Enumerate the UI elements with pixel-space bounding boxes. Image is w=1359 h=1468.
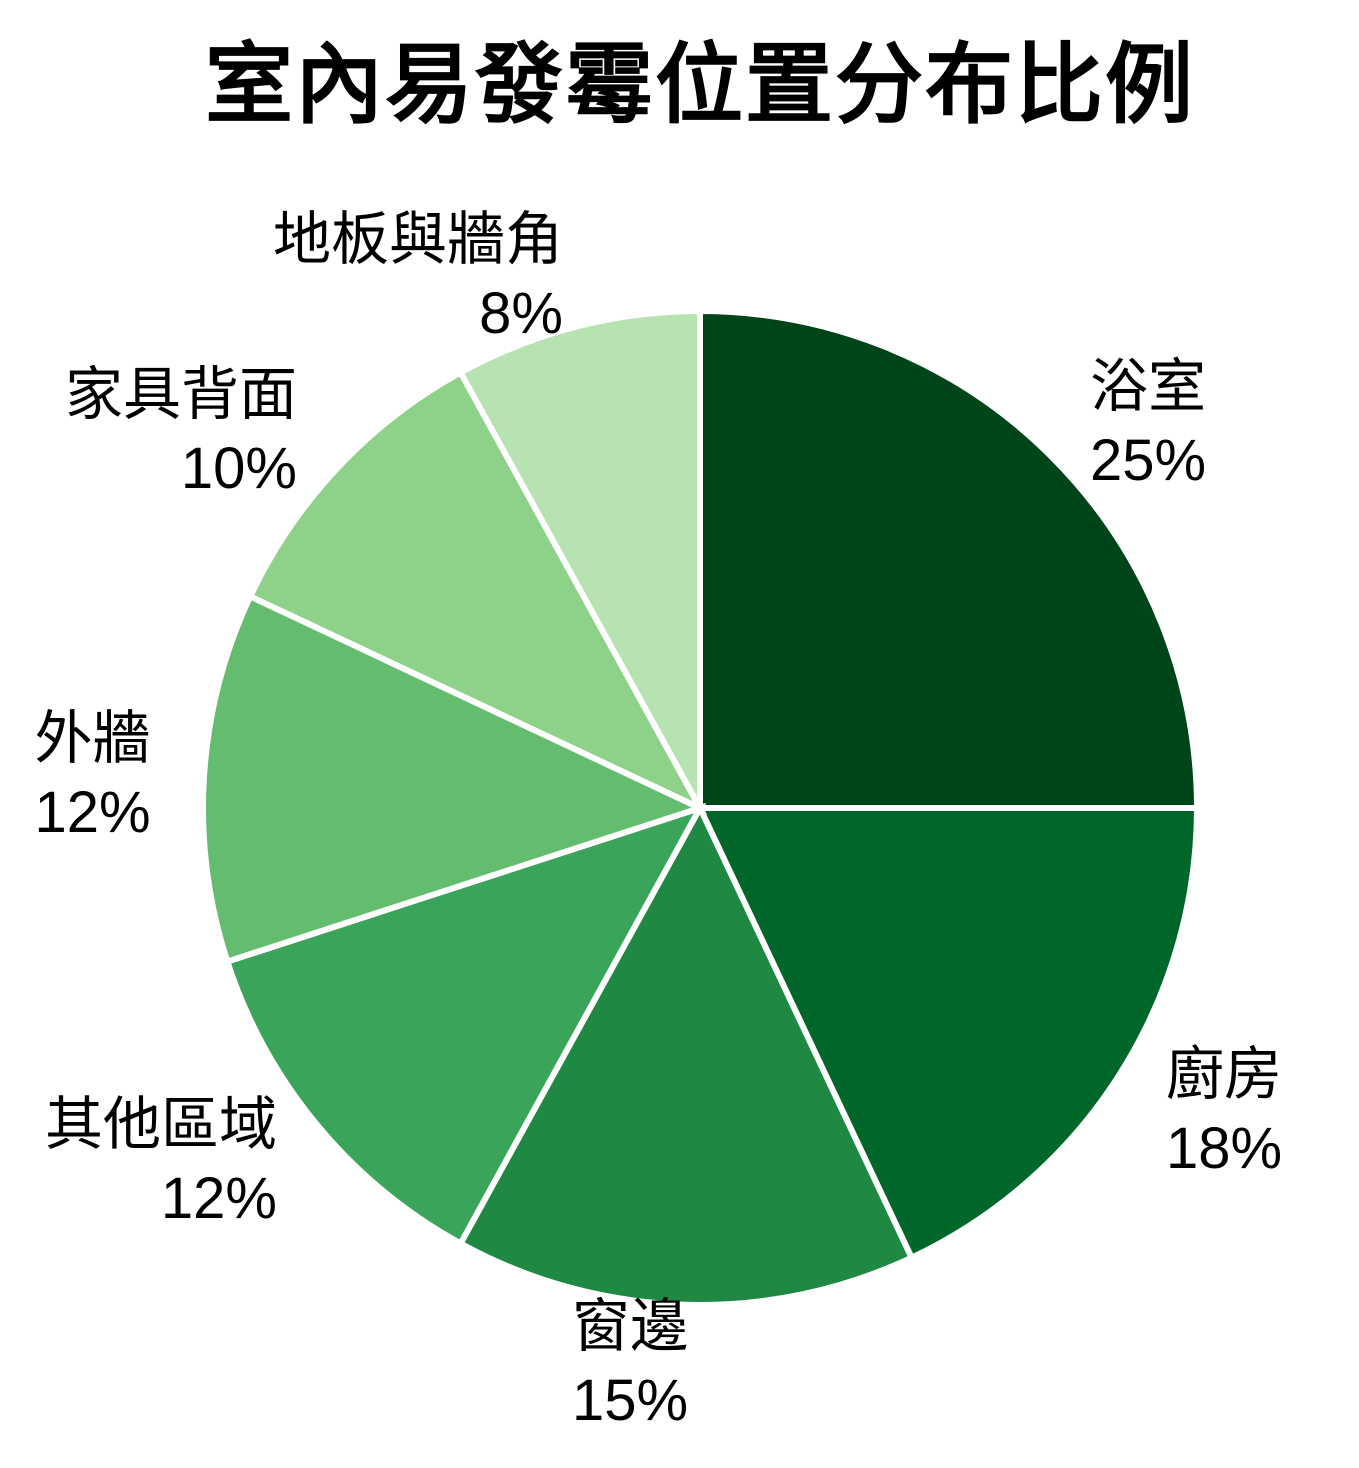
slice-label-kitchen: 廚房 18%: [1166, 1038, 1282, 1186]
slice-name: 其他區域: [44, 1092, 277, 1157]
slice-percent: 8%: [479, 281, 563, 346]
pie-slice-5: [246, 368, 708, 815]
slice-percent: 18%: [1166, 1116, 1283, 1181]
slice-percent: 12%: [34, 780, 151, 845]
chart-title: 室內易發霉位置分布比例: [204, 35, 1195, 134]
pie-slice-0: [697, 307, 1201, 811]
pie-slice-1: [695, 805, 1201, 1262]
slice-label-window-side: 窗邊 15%: [480, 1290, 780, 1438]
slice-percent: 25%: [1090, 428, 1207, 493]
slice-label-bathroom: 浴室 25%: [1090, 350, 1206, 498]
slice-percent: 10%: [180, 436, 297, 501]
pie-slice-3: [223, 802, 707, 1248]
pie-slice-6: [456, 307, 703, 810]
pie-slice-2: [456, 801, 916, 1308]
slice-label-exterior-wall: 外牆 12%: [20, 702, 165, 850]
slice-name: 家具背面: [64, 362, 297, 427]
slice-name: 窗邊: [571, 1294, 688, 1359]
pie-slice-4: [200, 592, 709, 966]
slice-label-floor-wall-corners: 地板與牆角 8%: [273, 203, 563, 351]
slice-name: 外牆: [34, 706, 151, 771]
slice-percent: 12%: [160, 1166, 277, 1231]
slice-label-other-areas: 其他區域 12%: [45, 1088, 277, 1236]
slice-name: 廚房: [1166, 1042, 1283, 1107]
slice-label-behind-furniture: 家具背面 10%: [65, 358, 297, 506]
slice-name: 浴室: [1090, 354, 1207, 419]
slice-name: 地板與牆角: [272, 207, 563, 272]
slice-percent: 15%: [571, 1368, 689, 1433]
